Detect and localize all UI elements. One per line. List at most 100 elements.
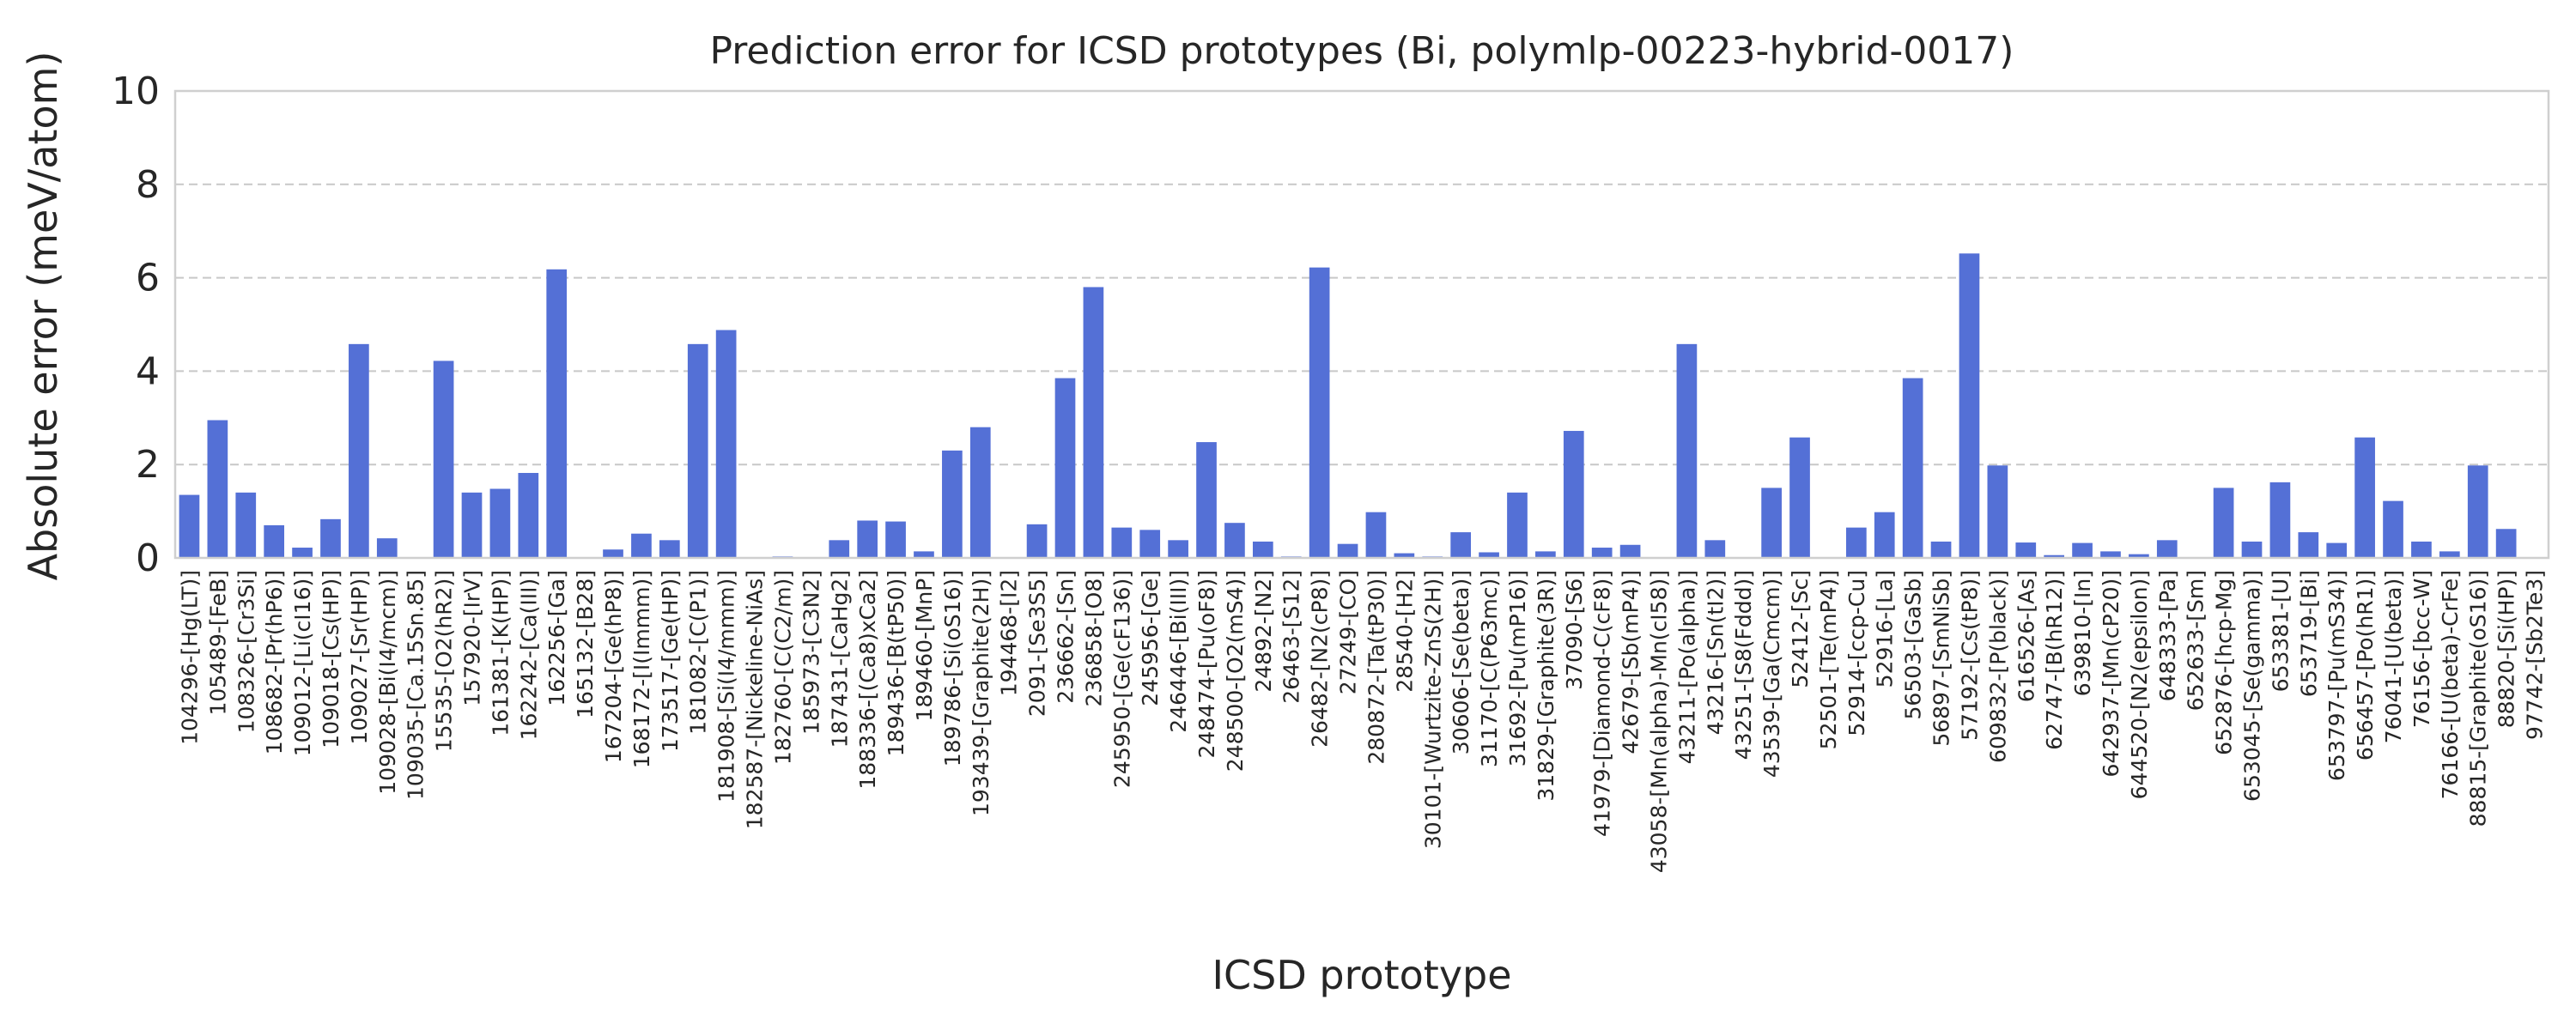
x-tick-label: 37090-[S6] [1562, 570, 1587, 690]
x-tick-label: 108682-[Pr(hP6)] [262, 570, 287, 754]
x-tick-label: 189460-[MnP] [912, 570, 937, 721]
bar [1987, 465, 2008, 558]
bar [518, 472, 539, 558]
bar [546, 269, 568, 558]
bar [2100, 551, 2121, 558]
x-tick-label: 31692-[Pu(mP16)] [1505, 570, 1530, 766]
x-tick-label: 173517-[Ge(HP)] [658, 570, 683, 752]
bar [2495, 529, 2517, 558]
x-tick-label: 656457-[Po(hR1)] [2353, 570, 2378, 760]
bar [2326, 542, 2348, 558]
bar [2241, 541, 2263, 558]
bar [1196, 442, 1217, 558]
x-tick-label: 181082-[C(P1)] [686, 570, 711, 735]
x-tick-label: 168172-[I(Immm)] [629, 570, 654, 768]
x-tick-label: 43216-[Sn(tI2)] [1703, 570, 1728, 735]
x-tick-label: 43211-[Po(alpha)] [1674, 570, 1699, 764]
x-tick-label: 162256-[Ga] [544, 570, 569, 706]
bar [659, 540, 680, 558]
bar [1026, 524, 1048, 558]
x-tick-label: 165132-[B28] [573, 570, 598, 718]
x-tick-label: 56503-[GaSb] [1901, 570, 1926, 720]
bar [2411, 541, 2432, 558]
bar [885, 521, 906, 558]
bar [489, 488, 511, 558]
x-tick-label: 2091-[Se3S5] [1025, 570, 1050, 717]
bar [914, 551, 934, 558]
bar [1111, 527, 1133, 558]
bar [1139, 530, 1161, 558]
x-tick-label: 24892-[N2] [1251, 570, 1276, 693]
bar [1591, 548, 1613, 558]
x-tick-label: 97742-[Sb2Te3] [2523, 570, 2548, 740]
y-tick-label: 6 [136, 257, 160, 300]
bar [1309, 267, 1330, 558]
x-tick-label: 104296-[Hg(LT)] [177, 570, 202, 745]
bar [1845, 527, 1867, 558]
bar [1337, 543, 1358, 558]
x-tick-label: 27249-[CO] [1336, 570, 1361, 694]
x-tick-label: 76156-[bcc-W] [2409, 570, 2434, 728]
bar [264, 524, 285, 558]
bar [2015, 542, 2037, 558]
bar [2156, 540, 2178, 558]
x-tick-label: 653797-[Pu(mS34)] [2324, 570, 2349, 781]
bar [1930, 541, 1952, 558]
bar [2467, 465, 2488, 558]
bar [1535, 551, 1556, 558]
bar [2298, 532, 2319, 558]
x-tick-label: 52412-[Sc] [1788, 570, 1813, 688]
y-tick-label: 4 [136, 349, 160, 393]
x-tick-label: 42679-[Sb(mP4)] [1619, 570, 1643, 754]
bar [1619, 544, 1641, 558]
x-tick-label: 188336-[(Ca8)xCa2] [855, 570, 880, 790]
bar [2383, 500, 2403, 558]
bars [179, 253, 2517, 558]
x-tick-label: 639810-[In] [2070, 570, 2095, 696]
x-tick-label: 167204-[Ge(hP8)] [601, 570, 626, 763]
x-tick-label: 108326-[Cr3Si] [234, 570, 258, 733]
bar [179, 494, 200, 558]
x-tick-label: 62747-[B(hR12)] [2042, 570, 2067, 750]
bar [1394, 553, 1415, 558]
x-tick-label: 43251-[S8(Fddd)] [1731, 570, 1756, 760]
x-tick-label: 193439-[Graphite(2H)] [969, 570, 993, 816]
x-tick-label: 157920-[IrV] [460, 570, 485, 706]
bar [433, 360, 454, 558]
x-tick-label: 43058-[Mn(alpha)-Mn(cI58)] [1647, 570, 1672, 873]
y-tick-label: 0 [136, 536, 160, 580]
x-tick-label: 245950-[Ge(cF136)] [1109, 570, 1134, 788]
x-tick-label: 105489-[FeB] [205, 570, 230, 716]
x-tick-label: 109018-[Cs(HP)] [319, 570, 343, 748]
bar [687, 343, 708, 558]
x-tick-label: 248500-[O2(mS4)] [1223, 570, 1248, 772]
bar [942, 450, 963, 558]
x-tick-label: 181908-[Si(I4/mmm)] [714, 570, 739, 803]
x-tick-label: 653719-[Bi] [2296, 570, 2321, 697]
bar [1676, 343, 1698, 558]
x-tick-label: 30606-[Se(beta)] [1449, 570, 1473, 754]
x-tick-label: 26482-[N2(cP8)] [1308, 570, 1333, 748]
bar [1168, 540, 1188, 558]
x-axis-label: ICSD prototype [1212, 952, 1511, 998]
bar [349, 343, 369, 558]
x-tick-label: 609832-[P(black)] [1985, 570, 2010, 763]
x-tick-label: 31170-[C(P63mc)] [1477, 570, 1502, 767]
x-tick-label: 648333-[Pa] [2155, 570, 2180, 701]
bar [461, 492, 483, 558]
bar [1507, 492, 1528, 558]
bar [1479, 552, 1499, 558]
x-tick-label: 109027-[Sr(HP)] [347, 570, 372, 745]
x-tick-label: 109028-[Bi(I4/mcm)] [375, 570, 400, 795]
x-tick-label: 185973-[C3N2] [799, 570, 823, 735]
x-tick-label: 52501-[Te(mP4)] [1816, 570, 1841, 749]
bar [1054, 378, 1076, 558]
bar [2439, 551, 2460, 558]
x-tick-label: 57192-[Cs(tP8)] [1957, 570, 1982, 741]
x-tick-label: 245956-[Ge] [1138, 570, 1163, 706]
y-tick-labels: 0 2 4 6 8 10 [112, 70, 160, 580]
x-tick-label: 236662-[Sn] [1054, 570, 1078, 704]
x-tick-label: 162242-[Ca(III)] [516, 570, 541, 740]
x-tick-label: 88815-[Graphite(oS16)] [2466, 570, 2491, 827]
